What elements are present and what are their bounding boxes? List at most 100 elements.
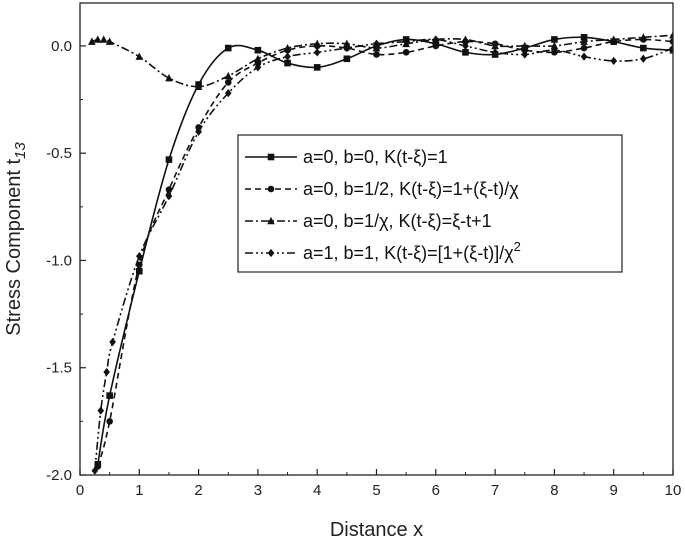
series-1-point <box>224 44 232 52</box>
series-3-point <box>283 43 292 52</box>
series-3 <box>88 31 673 90</box>
series-4-point <box>373 39 380 48</box>
y-tick-label: -1.0 <box>46 252 72 269</box>
x-tick-label: 9 <box>610 482 618 499</box>
series-3-point <box>224 71 233 80</box>
series-2-point <box>580 44 588 52</box>
series-3-point <box>580 37 588 45</box>
series-4-point <box>136 252 143 261</box>
series-4-point <box>254 63 262 72</box>
x-tick-label: 2 <box>194 482 202 499</box>
x-tick-label: 0 <box>76 482 84 499</box>
series-4-point <box>195 127 202 136</box>
x-tick-label: 8 <box>550 482 558 499</box>
y-axis-title-subscript: 13 <box>12 142 29 159</box>
series-4-point <box>165 191 173 201</box>
series-2-point <box>432 42 440 50</box>
series-3-point <box>254 54 262 63</box>
series-1-point <box>551 36 558 43</box>
legend-marker-4 <box>267 248 275 258</box>
series-4-point <box>640 54 647 63</box>
series-3-point <box>550 41 559 50</box>
series-1-point <box>165 156 173 163</box>
series-1-point <box>313 64 321 71</box>
series-2-point <box>224 79 232 86</box>
y-axis-title: Stress Component t13 <box>3 142 29 336</box>
series-2-point <box>106 418 113 425</box>
series-4-point <box>343 43 351 53</box>
series-4 <box>91 35 673 475</box>
series-3-point <box>609 35 618 43</box>
series-4-point <box>402 37 410 46</box>
series-4-point <box>109 337 116 347</box>
y-tick-label: -0.5 <box>46 145 72 162</box>
series-4-point <box>284 52 291 61</box>
x-axis-title: Distance x <box>330 519 423 541</box>
series-3-point <box>343 39 351 48</box>
series-3-point <box>461 35 470 43</box>
series-3-point <box>491 41 499 50</box>
series-3-point <box>135 52 144 60</box>
series-4-point <box>521 50 529 59</box>
series-1-point <box>640 44 647 52</box>
legend-label-3: a=0, b=1/χ, K(t-ξ)=ξ-t+1 <box>303 211 492 231</box>
series-4-point <box>103 367 110 377</box>
series-4-point <box>610 56 617 66</box>
legend: a=0, b=0, K(t-ξ)=1 a=0, b=1/2, K(t-ξ)=1+(… <box>237 134 623 273</box>
series-4-point <box>551 46 558 55</box>
x-tick-label: 5 <box>372 482 380 499</box>
series-1-point <box>284 59 291 67</box>
legend-entry-4: a=1, b=1, K(t-ξ)=[1+(ξ-t)]/χ2 <box>245 239 521 263</box>
series-3-point <box>165 73 173 82</box>
series-2-point <box>165 186 173 193</box>
legend-label-1: a=0, b=0, K(t-ξ)=1 <box>303 147 448 167</box>
legend-marker-2 <box>267 185 275 193</box>
series-3-point <box>669 31 673 39</box>
series-4-point <box>97 406 105 415</box>
series-1-point <box>343 55 351 63</box>
legend-entry-3: a=0, b=1/χ, K(t-ξ)=ξ-t+1 <box>245 211 492 231</box>
series-1-point <box>580 34 588 41</box>
y-tick-label: -1.5 <box>46 360 72 377</box>
series-3-point <box>88 37 96 45</box>
legend-marker-1 <box>267 153 275 161</box>
series-1-point <box>106 392 113 399</box>
y-tick-label: 0.0 <box>51 38 72 55</box>
series-1-point <box>669 46 673 54</box>
series-2-point <box>136 261 143 269</box>
series-layer <box>88 31 673 475</box>
x-tick-label: 4 <box>313 482 321 499</box>
series-1-point <box>462 49 469 56</box>
series-3-point <box>313 39 321 48</box>
y-axis: 0.0 -0.5 -1.0 -1.5 -2.0 <box>46 38 86 484</box>
series-2-point <box>402 49 410 56</box>
x-tick-label: 1 <box>135 482 143 499</box>
legend-marker-3 <box>267 216 275 225</box>
series-4-point <box>669 43 673 53</box>
series-3-point <box>194 82 203 90</box>
legend-box <box>237 134 623 273</box>
series-4-point <box>224 89 232 98</box>
series-4-point <box>491 48 499 57</box>
series-4-point <box>462 41 469 51</box>
series-3-point <box>99 35 108 43</box>
series-2-line <box>97 38 673 467</box>
legend-entry-1: a=0, b=0, K(t-ξ)=1 <box>245 147 448 167</box>
x-axis: 0 1 2 3 4 5 6 7 8 9 10 <box>76 469 682 499</box>
series-4-point <box>432 35 440 44</box>
legend-label-4: a=1, b=1, K(t-ξ)=[1+(ξ-t)]/χ2 <box>303 239 521 263</box>
series-3-point <box>93 35 102 43</box>
series-4-point <box>313 48 321 57</box>
x-tick-label: 3 <box>254 482 262 499</box>
series-4-point <box>91 466 99 475</box>
legend-label-2: a=0, b=1/2, K(t-ξ)=1+(ξ-t)/χ <box>303 179 519 199</box>
x-tick-label: 7 <box>491 482 499 499</box>
series-3-point <box>639 33 648 41</box>
series-3-point <box>105 37 114 45</box>
series-2-point <box>373 51 380 58</box>
legend-entry-2: a=0, b=1/2, K(t-ξ)=1+(ξ-t)/χ <box>245 179 519 199</box>
series-2-point <box>669 38 673 45</box>
y-tick-label: -2.0 <box>46 467 72 484</box>
x-tick-label: 10 <box>665 482 682 499</box>
